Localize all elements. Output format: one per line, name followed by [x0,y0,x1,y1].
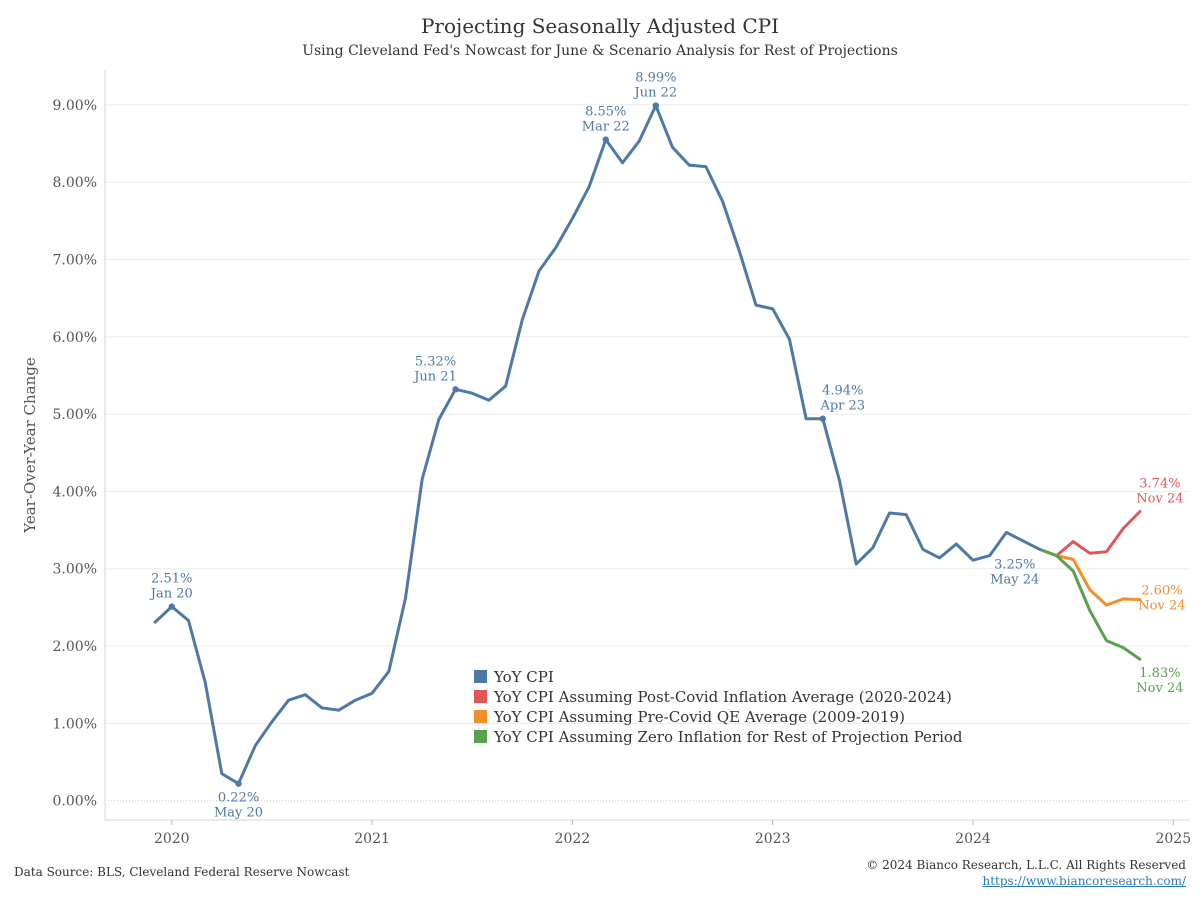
legend-swatch [474,690,487,703]
annotation-value: 3.25% [994,557,1035,572]
annotation-value: 0.22% [218,791,259,806]
legend-label: YoY CPI Assuming Post-Covid Inflation Av… [493,688,952,706]
data-point-marker [168,603,175,610]
annotation-date: Jun 22 [633,86,678,101]
copyright-text: © 2024 Bianco Research, L.L.C. All Right… [866,858,1186,872]
series-line [153,104,1042,786]
x-tick-label: 2021 [354,831,390,847]
annotation-value: 1.83% [1139,666,1180,681]
series-lines [153,104,1142,786]
annotation-date: Nov 24 [1136,491,1183,506]
legend-label: YoY CPI [493,668,554,686]
annotation-date: Nov 24 [1136,681,1183,696]
data-point-marker [819,415,826,422]
chart-subtitle: Using Cleveland Fed's Nowcast for June &… [302,43,898,59]
data-point-marker [235,780,242,787]
annotation-value: 5.32% [415,354,456,369]
legend-swatch [474,670,487,683]
gridlines [105,104,1190,802]
copyright-block: © 2024 Bianco Research, L.L.C. All Right… [866,857,1186,889]
y-tick-label: 6.00% [53,330,97,346]
legend-label: YoY CPI Assuming Pre-Covid QE Average (2… [493,708,905,726]
annotation-date: Mar 22 [582,120,630,135]
series-line [1038,547,1142,607]
series-line [1038,510,1142,558]
x-tick-label: 2025 [1155,831,1191,847]
y-tick-label: 4.00% [53,484,97,500]
y-tick-label: 0.00% [53,794,97,810]
y-tick-label: 5.00% [53,407,97,423]
x-tick-label: 2024 [955,831,991,847]
x-tick-label: 2020 [154,831,190,847]
y-axis-label: Year-Over-Year Change [21,357,39,534]
annotation-value: 8.55% [585,105,626,120]
annotations: 2.51%Jan 200.22%May 205.32%Jun 218.55%Ma… [149,71,1186,821]
annotation-date: Nov 24 [1138,599,1185,614]
website-link[interactable]: https://www.biancoresearch.com/ [982,874,1186,888]
annotation-date: Jun 21 [412,369,457,384]
y-tick-label: 2.00% [53,639,97,655]
annotation-date: Apr 23 [819,399,865,414]
annotation-value: 2.51% [151,572,192,587]
annotation-value: 8.99% [635,71,676,86]
annotation-date: May 20 [214,806,263,821]
x-tick-label: 2022 [555,831,591,847]
data-source-note: Data Source: BLS, Cleveland Federal Rese… [14,865,350,879]
y-tick-label: 7.00% [53,252,97,268]
annotation-value: 4.94% [822,384,863,399]
series-line [1038,547,1142,661]
data-point-marker [602,136,609,143]
axes: 0.00% 1.00% 2.00% 3.00% 4.00% 5.00% 6.00% 7.00%… [21,70,1191,847]
annotation-value: 3.74% [1139,476,1180,491]
y-tick-label: 3.00% [53,562,97,578]
chart-title: Projecting Seasonally Adjusted CPI [420,14,780,38]
legend: YoY CPI YoY CPI Assuming Post-Covid Infla… [474,668,963,746]
legend-swatch [474,730,487,743]
annotation-value: 2.60% [1141,584,1182,599]
legend-label: YoY CPI Assuming Zero Inflation for Rest… [493,728,963,746]
annotation-date: Jan 20 [149,587,193,602]
y-tick-label: 1.00% [53,716,97,732]
data-point-marker [652,102,660,109]
data-point-marker [452,386,459,393]
y-tick-label: 9.00% [53,98,97,114]
legend-swatch [474,710,487,723]
annotation-date: May 24 [990,572,1039,587]
y-tick-label: 8.00% [53,175,97,191]
x-tick-label: 2023 [755,831,791,847]
